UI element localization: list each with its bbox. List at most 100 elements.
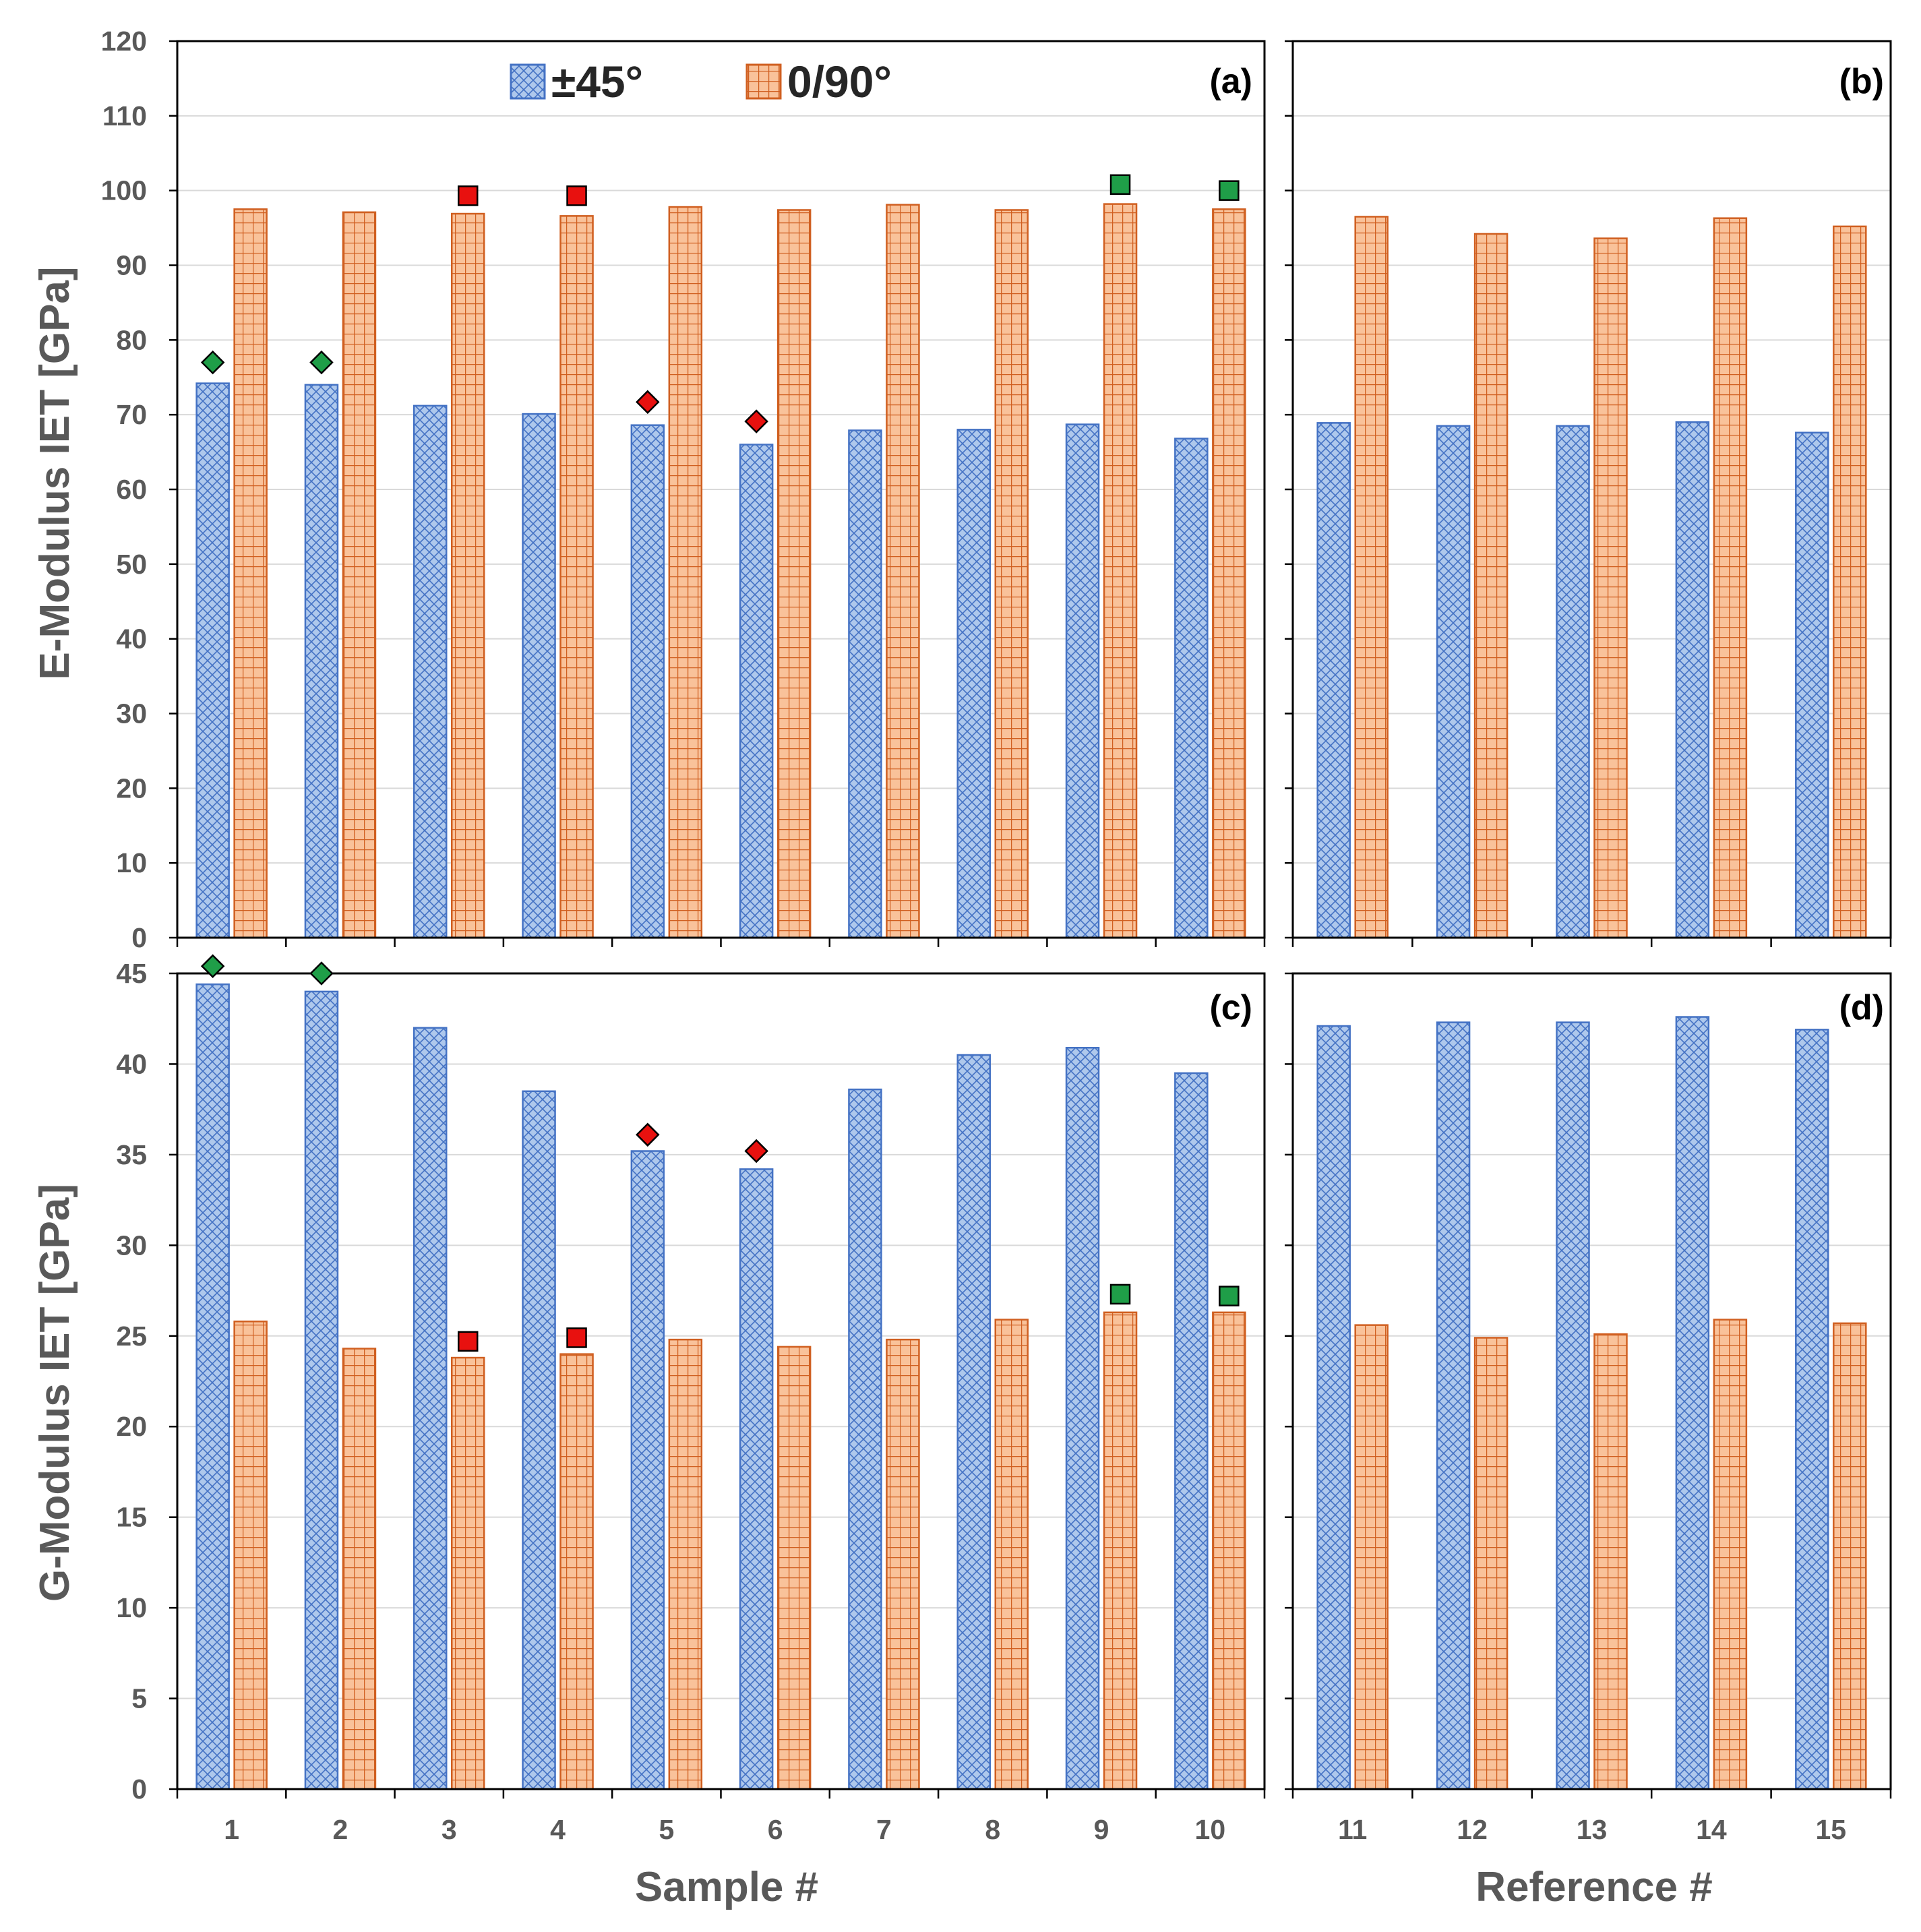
y-tick-label: 0 xyxy=(131,922,147,953)
legend-label-pm45: ±45° xyxy=(551,57,643,107)
bar-0-90 xyxy=(1354,1324,1389,1790)
bar-pm45 xyxy=(304,384,339,939)
bar-0-90 xyxy=(668,1338,703,1790)
bar-pm45 xyxy=(1795,431,1829,939)
bar-pm45 xyxy=(1316,1025,1351,1790)
bar-pm45 xyxy=(739,1168,774,1790)
bar-pm45 xyxy=(1174,437,1209,939)
bar-pm45 xyxy=(1065,423,1100,939)
bar-pm45 xyxy=(522,413,556,939)
bar-0-90 xyxy=(1103,203,1138,939)
marker-diamond xyxy=(744,409,768,433)
y-tick-label: 40 xyxy=(116,624,147,655)
y-tick-label: 120 xyxy=(101,26,147,57)
bar-pm45 xyxy=(1675,421,1710,939)
y-tick-label: 30 xyxy=(116,1230,147,1261)
marker-diamond xyxy=(309,350,334,375)
x-tick-label: 11 xyxy=(1338,1814,1367,1845)
bar-pm45 xyxy=(956,1054,991,1790)
x-tick-label: 3 xyxy=(441,1814,457,1845)
legend-swatch-pm45 xyxy=(510,63,546,100)
y-tick-label: 20 xyxy=(116,1411,147,1442)
y-tick-label: 90 xyxy=(116,250,147,281)
markers-layer xyxy=(200,174,1240,1352)
y-tick-label: 35 xyxy=(116,1139,147,1170)
y-tick-label: 10 xyxy=(116,1592,147,1623)
bar-0-90 xyxy=(1354,216,1389,939)
y-tick-label: 100 xyxy=(101,175,147,206)
x-tick-label: 14 xyxy=(1696,1814,1727,1845)
bar-0-90 xyxy=(1473,233,1508,939)
bar-pm45 xyxy=(413,404,448,939)
marker-square xyxy=(566,1327,587,1348)
panel-label-c: (c) xyxy=(1209,988,1252,1027)
text-layer: E-Modulus IET [GPa] G-Modulus IET [GPa] … xyxy=(32,26,1884,1910)
bar-0-90 xyxy=(1212,208,1246,939)
x-tick-label: 7 xyxy=(876,1814,892,1845)
x-tick-label: 6 xyxy=(768,1814,783,1845)
bar-pm45 xyxy=(739,444,774,939)
bar-pm45 xyxy=(413,1027,448,1790)
bar-0-90 xyxy=(233,1321,268,1790)
bar-0-90 xyxy=(451,1356,485,1790)
bar-0-90 xyxy=(1713,1319,1748,1790)
panel-frame xyxy=(1291,972,1892,1790)
bars-layer xyxy=(195,203,1867,1790)
bar-pm45 xyxy=(1065,1046,1100,1790)
y-axis-title-top: E-Modulus IET [GPa] xyxy=(32,266,78,680)
marker-diamond xyxy=(200,350,225,375)
x-tick-label: 10 xyxy=(1195,1814,1226,1845)
y-tick-label: 20 xyxy=(116,773,147,804)
bar-pm45 xyxy=(1795,1029,1829,1790)
bar-pm45 xyxy=(195,983,230,1790)
x-tick-label: 5 xyxy=(659,1814,674,1845)
panel-label-a: (a) xyxy=(1209,62,1252,101)
bar-0-90 xyxy=(559,215,594,939)
bar-0-90 xyxy=(233,208,268,939)
bar-0-90 xyxy=(1833,225,1867,939)
bar-pm45 xyxy=(1436,425,1471,939)
x-tick-label: 1 xyxy=(224,1814,239,1845)
marker-diamond xyxy=(744,1139,768,1164)
x-tick-label: 13 xyxy=(1577,1814,1608,1845)
bar-0-90 xyxy=(1473,1337,1508,1790)
y-tick-label: 50 xyxy=(116,549,147,580)
bar-0-90 xyxy=(1593,1333,1628,1790)
panel-frame xyxy=(176,972,1266,1790)
bar-0-90 xyxy=(776,209,812,939)
bar-0-90 xyxy=(668,206,703,939)
bar-pm45 xyxy=(304,990,339,1790)
x-tick-label: 12 xyxy=(1457,1814,1488,1845)
x-tick-label: 2 xyxy=(333,1814,348,1845)
legend-swatch-0-90 xyxy=(745,63,782,100)
bar-0-90 xyxy=(994,209,1029,939)
marker-square xyxy=(1219,1286,1240,1306)
y-tick-label: 25 xyxy=(116,1321,147,1352)
bar-pm45 xyxy=(630,1150,665,1790)
y-tick-label: 60 xyxy=(116,474,147,505)
legend-label-0-90: 0/90° xyxy=(787,57,892,107)
panel-label-d: (d) xyxy=(1839,988,1884,1027)
marker-diamond xyxy=(309,961,334,986)
bar-pm45 xyxy=(848,429,882,939)
y-tick-label: 5 xyxy=(131,1683,147,1714)
bar-pm45 xyxy=(630,424,665,939)
y-tick-label: 10 xyxy=(116,847,147,878)
bar-pm45 xyxy=(1675,1016,1710,1790)
marker-diamond xyxy=(636,1122,660,1147)
bar-pm45 xyxy=(848,1088,882,1790)
bar-pm45 xyxy=(1174,1072,1209,1790)
y-axis-title-bottom: G-Modulus IET [GPa] xyxy=(32,1184,78,1602)
bar-pm45 xyxy=(195,382,230,939)
axis-ticks-layer xyxy=(169,40,1892,1799)
bar-0-90 xyxy=(342,1348,377,1790)
bar-0-90 xyxy=(451,212,485,939)
y-tick-label: 0 xyxy=(131,1774,147,1805)
y-tick-label: 15 xyxy=(116,1502,147,1533)
bar-0-90 xyxy=(886,1338,920,1790)
bar-pm45 xyxy=(522,1090,556,1790)
y-tick-label: 80 xyxy=(116,324,147,355)
x-tick-label: 8 xyxy=(985,1814,1000,1845)
